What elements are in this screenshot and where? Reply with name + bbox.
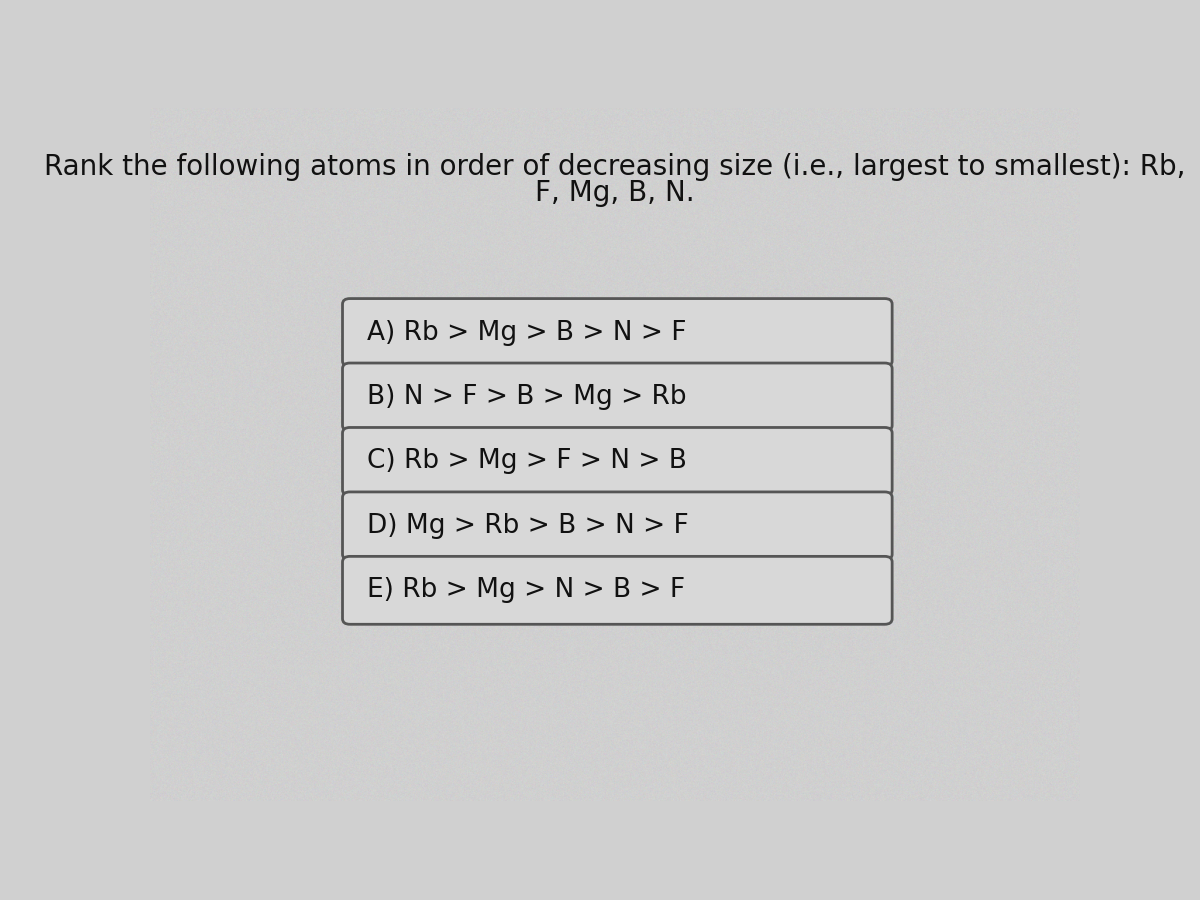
FancyBboxPatch shape [342,299,892,366]
FancyBboxPatch shape [342,428,892,495]
Text: E) Rb > Mg > N > B > F: E) Rb > Mg > N > B > F [367,577,685,603]
FancyBboxPatch shape [342,363,892,431]
Text: Rank the following atoms in order of decreasing size (i.e., largest to smallest): Rank the following atoms in order of dec… [44,153,1186,181]
FancyBboxPatch shape [342,556,892,625]
Text: F, Mg, B, N.: F, Mg, B, N. [535,178,695,206]
FancyBboxPatch shape [342,492,892,560]
Text: B) N > F > B > Mg > Rb: B) N > F > B > Mg > Rb [367,384,686,410]
Text: A) Rb > Mg > B > N > F: A) Rb > Mg > B > N > F [367,320,686,346]
Text: C) Rb > Mg > F > N > B: C) Rb > Mg > F > N > B [367,448,686,474]
Text: D) Mg > Rb > B > N > F: D) Mg > Rb > B > N > F [367,513,689,539]
